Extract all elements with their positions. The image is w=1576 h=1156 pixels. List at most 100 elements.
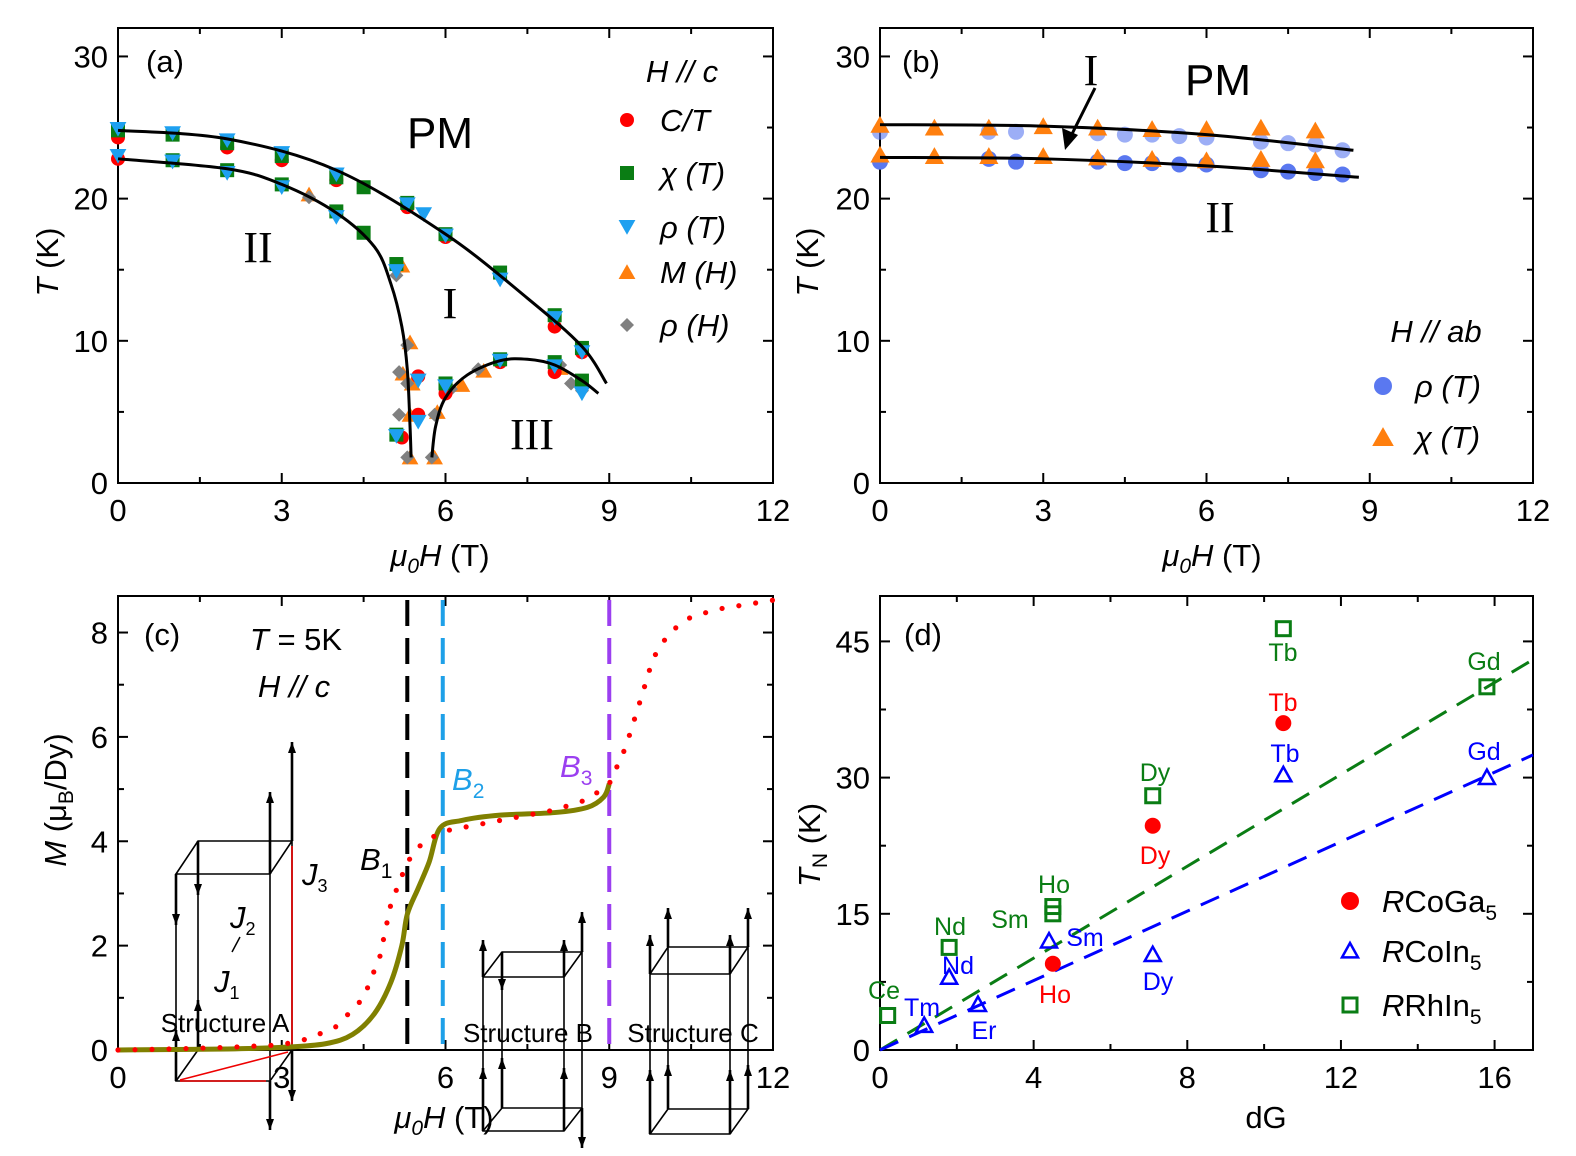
j2-label: J2 [229, 900, 256, 939]
c-dotted-curve-point [719, 605, 725, 612]
arrowhead [266, 792, 274, 803]
c-dotted-curve-point [183, 1045, 189, 1052]
a-point-triangle-down [387, 429, 405, 444]
b-phase-1-label: I [1084, 46, 1099, 95]
x-tick-label: 12 [1516, 493, 1550, 528]
arrowhead [726, 935, 734, 946]
legend-marker-triangle-up [618, 264, 636, 279]
d-point-open-square [1044, 898, 1062, 916]
legend-label: RCoGa5 [1382, 884, 1497, 925]
d-point-label: Sm [1066, 924, 1104, 952]
y-tick-label: 10 [836, 324, 870, 359]
y-tick-label: 30 [74, 39, 108, 74]
d-point-label: Dy [1140, 842, 1171, 870]
c-dotted-curve-point [563, 803, 569, 809]
arrow-icon [1062, 87, 1097, 150]
c-dotted-curve-point [431, 833, 437, 840]
arrowhead [744, 1065, 752, 1076]
b-legend-title: H // ab [1390, 314, 1481, 349]
c-dotted-curve-point [661, 637, 668, 643]
x-tick-label: 4 [1025, 1060, 1042, 1095]
d-point-label: Tb [1270, 740, 1299, 768]
b-point-triangle [1196, 120, 1217, 137]
a-point-triangle-down [415, 207, 433, 222]
y-tick-label: 2 [91, 929, 108, 964]
b-point-triangle [979, 147, 999, 164]
d-point-label: Gd [1467, 738, 1500, 766]
b-point-circle [1171, 128, 1188, 145]
d-point-label: Tb [1268, 639, 1297, 667]
y-tick-label: 30 [836, 39, 870, 74]
x-tick-label: 8 [1179, 1060, 1196, 1095]
c-dotted-curve-point [614, 764, 620, 770]
c-dotted-curve-point [496, 817, 503, 824]
arrowhead [646, 935, 654, 946]
a-point-triangle-down [387, 264, 405, 279]
legend-marker-circle [620, 113, 634, 127]
d-point-label: Tm [904, 994, 940, 1022]
y-tick-label: 0 [853, 1033, 870, 1068]
d-point-label: Gd [1467, 648, 1500, 676]
c-dotted-curve-point [646, 667, 653, 673]
arrowhead [744, 908, 752, 919]
a-point-triangle-down [109, 148, 127, 164]
c-dotted-curve-point [652, 651, 659, 658]
y-tick-label: 20 [74, 182, 108, 217]
c-dotted-curve-point [621, 748, 627, 754]
x-tick-label: 3 [273, 493, 290, 528]
a-legend-title: H // c [646, 54, 719, 89]
b-phase-2-label: II [1205, 193, 1234, 242]
d-point-open-triangle [914, 1014, 935, 1034]
y-tick-label: 4 [91, 824, 108, 859]
a-phase-1-label: I [443, 279, 458, 328]
a-point-triangle-down [109, 121, 127, 137]
b-pm-label: PM [1185, 56, 1251, 105]
c-dotted-curve-point [626, 732, 632, 738]
d-point-open-square [1478, 678, 1496, 696]
c-dotted-curve-point [480, 821, 486, 827]
c-dotted-curve-point [736, 603, 742, 609]
x-tick-label: 6 [437, 493, 454, 528]
c-dotted-curve-point [149, 1046, 155, 1052]
c-dotted-curve-point [547, 808, 553, 814]
arrowhead [266, 1119, 274, 1130]
structure-a-label: Structure A [161, 1008, 290, 1038]
b-point-triangle [1251, 118, 1271, 136]
a-pm-label: PM [407, 109, 473, 158]
b-point-circle [1008, 153, 1025, 170]
c-dotted-curve-point [387, 903, 394, 909]
arrowhead [172, 1030, 180, 1041]
x-tick-label: 0 [871, 493, 888, 528]
c-dotted-curve-point [530, 811, 536, 817]
legend-label: χ (T) [1412, 420, 1480, 455]
d-point-circle [1144, 817, 1161, 834]
b-point-triangle [1305, 121, 1325, 139]
d-point-open-triangle [1273, 764, 1294, 783]
d-point-label: Nd [942, 952, 974, 980]
c-dotted-curve-point [285, 1040, 291, 1047]
panel-label-d: (d) [904, 617, 942, 652]
b3-label: B3 [560, 749, 592, 790]
legend-label: χ (T) [657, 156, 725, 191]
arrowhead [194, 884, 202, 895]
d-point-label: Dy [1140, 759, 1171, 787]
c-dotted-curve-point [268, 1042, 274, 1048]
arrowhead [172, 914, 180, 925]
c-dotted-curve-point [166, 1046, 172, 1052]
a-point-diamond [392, 365, 407, 380]
c-dotted-curve-point [393, 887, 399, 893]
c-dotted-curve-point [641, 684, 648, 690]
c-dotted-curve-point [769, 597, 776, 603]
c-dotted-curve-point [384, 920, 390, 926]
c-ylabel: M (μB/Dy) [38, 733, 78, 866]
c-xlabel: μ0H (T) [393, 1100, 493, 1140]
y-tick-label: 8 [91, 616, 108, 651]
x-tick-label: 3 [273, 1060, 290, 1095]
y-tick-label: 6 [91, 720, 108, 755]
legend-marker-circle [1374, 377, 1392, 395]
d-point-label: Dy [1143, 968, 1174, 996]
j3-label: J3 [301, 857, 328, 896]
d-point-label: Tb [1268, 689, 1297, 717]
d-fit-line [879, 753, 1534, 1052]
a-ylabel: T (K) [30, 228, 65, 297]
